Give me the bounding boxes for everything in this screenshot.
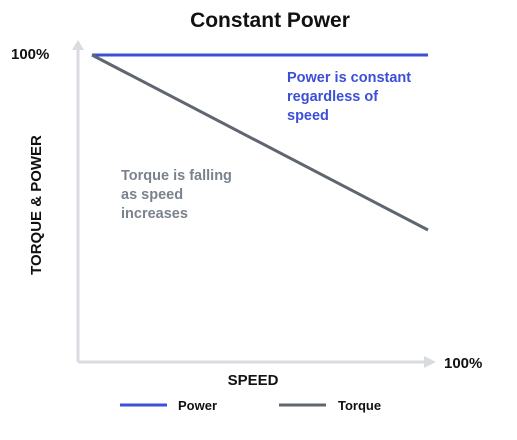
annotation-power-line-3: speed — [287, 108, 329, 124]
annotation-torque: Torque is falling as speed increases — [121, 168, 236, 222]
y-axis-arrow-icon — [72, 40, 84, 50]
y-axis-label: TORQUE & POWER — [28, 135, 45, 275]
legend-label-torque: Torque — [338, 398, 381, 413]
annotation-power-line-1: Power is constant — [287, 70, 411, 86]
annotation-power-line-2: regardless of — [287, 89, 378, 105]
x-axis-arrow-icon — [424, 356, 436, 368]
series-line-torque — [91, 53, 429, 232]
annotation-power: Power is constant regardless of speed — [287, 70, 415, 124]
x-max-tick-label: 100% — [444, 355, 482, 372]
legend: Power Torque — [120, 398, 381, 413]
annotation-torque-line-3: increases — [121, 206, 188, 222]
x-axis-label: SPEED — [228, 372, 279, 389]
legend-label-power: Power — [178, 398, 217, 413]
y-max-tick-label: 100% — [11, 46, 49, 63]
chart-title: Constant Power — [190, 9, 350, 32]
annotation-torque-line-1: Torque is falling — [121, 168, 232, 184]
annotation-torque-line-2: as speed — [121, 187, 183, 203]
